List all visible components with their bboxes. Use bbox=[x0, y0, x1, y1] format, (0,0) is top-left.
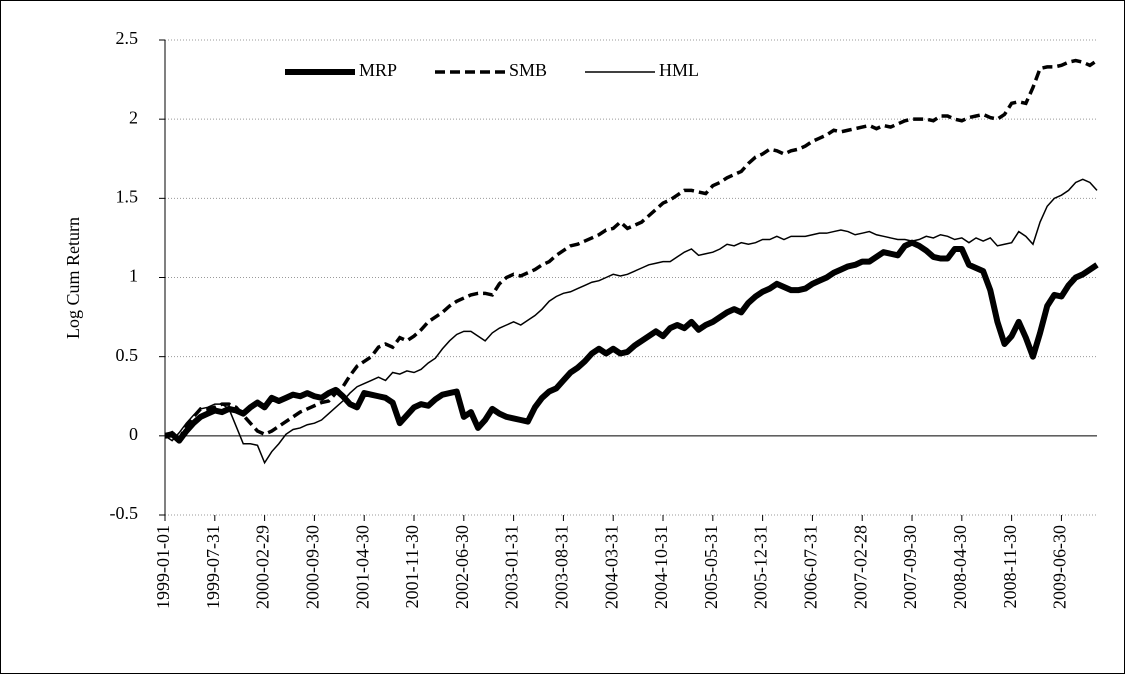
x-tick-label: 2008-04-30 bbox=[950, 525, 970, 609]
x-tick-label: 2002-06-30 bbox=[452, 525, 472, 609]
x-tick-label: 2007-02-28 bbox=[850, 525, 870, 609]
x-tick-label: 2004-10-31 bbox=[651, 525, 671, 609]
y-tick-label: 2.5 bbox=[116, 28, 139, 48]
x-tick-label: 2005-12-31 bbox=[751, 525, 771, 609]
x-tick-label: 1999-01-01 bbox=[153, 525, 173, 609]
y-tick-label: 2 bbox=[129, 107, 138, 127]
x-tick-label: 2003-08-31 bbox=[552, 525, 572, 609]
x-tick-label: 2003-01-31 bbox=[502, 525, 522, 609]
x-tick-label: 2004-03-31 bbox=[601, 525, 621, 609]
x-tick-label: 2006-07-31 bbox=[801, 525, 821, 609]
line-series bbox=[164, 58, 1098, 442]
y-tick-label: 1.5 bbox=[116, 186, 139, 206]
legend-label: HML bbox=[659, 60, 699, 80]
y-tick-label: 0.5 bbox=[116, 345, 139, 365]
x-tick-label: 2000-02-29 bbox=[253, 525, 273, 609]
x-tick-label: 2008-11-30 bbox=[1000, 525, 1020, 608]
x-tick-label: 1999-07-31 bbox=[203, 525, 223, 609]
x-tick-label: 2000-09-30 bbox=[303, 525, 323, 609]
y-tick-label: -0.5 bbox=[110, 503, 139, 523]
x-tick-label: 2001-04-30 bbox=[352, 525, 372, 609]
line-series bbox=[164, 239, 1099, 444]
line-series bbox=[164, 178, 1098, 465]
y-tick-label: 1 bbox=[129, 266, 138, 286]
legend-label: MRP bbox=[359, 60, 397, 80]
x-tick-label: 2007-09-30 bbox=[900, 525, 920, 609]
y-axis-label: Log Cum Return bbox=[63, 217, 83, 339]
x-tick-label: 2005-05-31 bbox=[701, 525, 721, 609]
x-tick-label: 2001-11-30 bbox=[402, 525, 422, 608]
legend-label: SMB bbox=[509, 60, 547, 80]
y-tick-label: 0 bbox=[129, 424, 138, 444]
x-tick-label: 2009-06-30 bbox=[1050, 525, 1070, 609]
